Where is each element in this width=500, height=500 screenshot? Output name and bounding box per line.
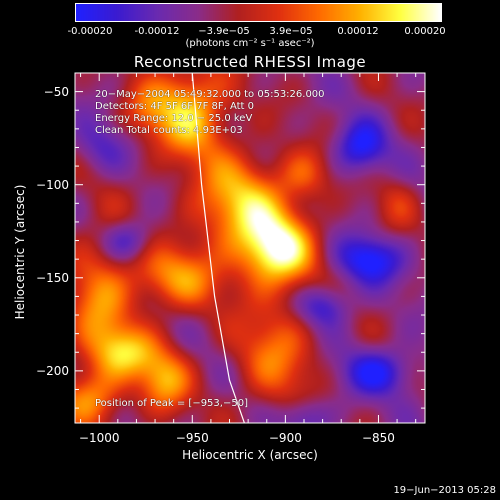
colorbar bbox=[75, 3, 442, 22]
x-tick-label: −850 bbox=[361, 431, 395, 445]
y-tick-label: −50 bbox=[43, 84, 69, 99]
colorbar-tick-label: 0.00012 bbox=[337, 26, 379, 37]
chart-title: Reconstructed RHESSI Image bbox=[133, 53, 367, 71]
heatmap-image bbox=[75, 73, 425, 423]
annotation-time: 20−May−2004 05:49:32.000 to 05:53:26.000 bbox=[95, 89, 325, 100]
colorbar-tick-label: -0.00020 bbox=[67, 26, 113, 37]
footer-timestamp: 19−Jun−2013 05:28 bbox=[393, 485, 496, 496]
y-axis-label: Heliocentric Y (arcsec) bbox=[13, 184, 27, 320]
annotation-detectors: Detectors: 4F 5F 6F 7F 8F, Att 0 bbox=[95, 101, 255, 112]
y-tick-label: −100 bbox=[36, 177, 69, 192]
axis-ticks bbox=[75, 72, 425, 423]
annotation-counts: Clean Total counts: 4.93E+03 bbox=[95, 125, 243, 136]
solar-limb-line bbox=[191, 72, 245, 424]
x-tick-label: −1000 bbox=[78, 431, 120, 445]
x-axis-label: Heliocentric X (arcsec) bbox=[182, 448, 318, 462]
y-tick-label: −150 bbox=[36, 270, 69, 285]
colorbar-tick-label: −3.9e−05 bbox=[198, 26, 250, 37]
x-tick-label: −900 bbox=[268, 431, 302, 445]
colorbar-tick-label: -0.00012 bbox=[134, 26, 180, 37]
x-tick-label: −950 bbox=[175, 431, 209, 445]
annotation-energy: Energy Range: 12.0 − 25.0 keV bbox=[95, 113, 253, 124]
plot-frame bbox=[74, 72, 426, 424]
annotation-peak: Position of Peak = [−953,−50] bbox=[95, 398, 248, 409]
colorbar-tick-label: 3.9e−05 bbox=[269, 26, 313, 37]
colorbar-tick-label: 0.00020 bbox=[404, 26, 446, 37]
colorbar-units: (photons cm⁻² s⁻¹ asec⁻²) bbox=[185, 38, 315, 49]
y-tick-label: −200 bbox=[36, 363, 69, 378]
